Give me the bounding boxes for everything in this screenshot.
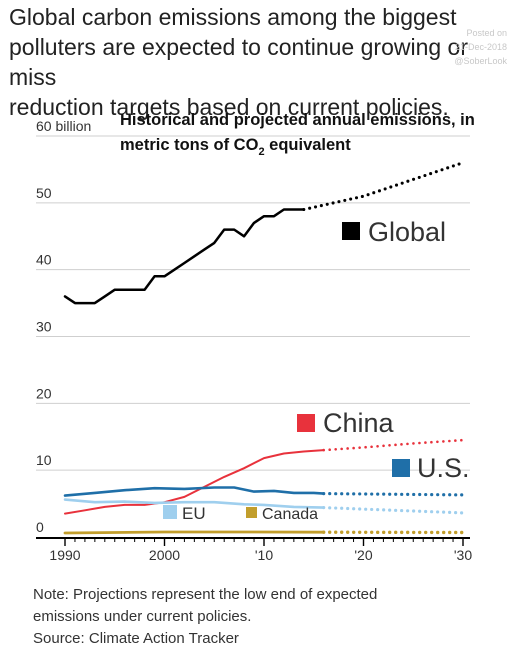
x-axis: 1990 2000 '10 '20 '30 (36, 537, 472, 563)
y-tick-label-20: 20 (36, 385, 52, 401)
x-tick-label-1990: 1990 (49, 547, 80, 563)
legend-us-swatch (392, 459, 410, 477)
series-us (63, 486, 465, 497)
legend-china-swatch (297, 414, 315, 432)
chart-title-line-2-end: equivalent (265, 136, 352, 154)
y-tick-label-60: 60 billion (36, 118, 91, 134)
headline-line-1: Global carbon emissions among the bigges… (9, 4, 457, 30)
headline-line-2: polluters are expected to continue growi… (9, 34, 469, 90)
series-canada-historical-line (63, 530, 326, 535)
legend-eu-label: EU (182, 504, 206, 523)
watermark-posted-on: Posted on (466, 28, 507, 38)
series-us-historical-line (63, 486, 325, 497)
series-canada (63, 530, 465, 535)
legend-canada-label: Canada (262, 506, 318, 523)
series-us-projected-line (322, 492, 465, 497)
series-eu (63, 498, 465, 515)
legend-eu-swatch (163, 505, 177, 519)
watermark: Posted on 21-Dec-2018 @SoberLook (387, 26, 507, 68)
y-tick-label-10: 10 (36, 452, 52, 468)
series-global (63, 161, 465, 305)
x-tick-label-2000: 2000 (149, 547, 180, 563)
legend-global: Global (342, 217, 446, 247)
headline-area: Global carbon emissions among the bigges… (0, 0, 529, 120)
emissions-chart: 60 billion 50 40 30 20 10 0 Historical and pro… (0, 96, 529, 571)
legend-global-label: Global (368, 217, 446, 247)
watermark-handle: @SoberLook (454, 56, 507, 66)
y-tick-label-0: 0 (36, 519, 44, 535)
series-eu-historical-line (63, 498, 325, 509)
legend-global-swatch (342, 222, 360, 240)
y-tick-label-50: 50 (36, 185, 52, 201)
legend-us: U.S. (392, 453, 470, 483)
note-line-1: Note: Projections represent the low end … (33, 586, 378, 603)
chart-note: Note: Projections represent the low end … (33, 584, 503, 650)
series-global-projected-line (302, 161, 465, 212)
series-layer (63, 161, 465, 535)
series-china-historical-line (64, 449, 325, 515)
series-eu-projected-line (322, 506, 465, 515)
legend-canada: Canada (246, 506, 318, 523)
legend-china-label: China (323, 408, 395, 438)
series-global-historical-line (63, 208, 306, 305)
x-tick-label-2030: '30 (454, 547, 472, 563)
source-line: Source: Climate Action Tracker (33, 630, 239, 647)
legend-us-label: U.S. (417, 453, 470, 483)
note-line-2: emissions under current policies. (33, 608, 252, 625)
chart-title-line-2: metric tons of CO2 equivalent (120, 136, 351, 158)
chart-title: Historical and projected annual emission… (120, 111, 475, 158)
headline: Global carbon emissions among the bigges… (9, 2, 509, 122)
emissions-chart-svg: 60 billion 50 40 30 20 10 0 Historical and pro… (36, 111, 475, 563)
y-tick-label-30: 30 (36, 319, 52, 335)
chart-title-line-1: Historical and projected annual emission… (120, 111, 475, 129)
series-china-projected-line (322, 438, 465, 452)
legend-eu: EU (163, 504, 206, 523)
legend-canada-swatch (246, 507, 257, 518)
series-china (64, 438, 465, 515)
chart-title-subscript: 2 (258, 146, 264, 158)
headline-line-3: reduction targets based on current polic… (9, 94, 449, 120)
chart-title-line-2-main: metric tons of CO (120, 136, 259, 154)
watermark-date: 21-Dec-2018 (454, 42, 507, 52)
x-tick-label-2020: '20 (354, 547, 372, 563)
legend-layer: Global China U.S. EU Canada (163, 217, 470, 523)
legend-china: China (297, 408, 395, 438)
y-tick-label-40: 40 (36, 252, 52, 268)
x-tick-label-2010: '10 (255, 547, 273, 563)
